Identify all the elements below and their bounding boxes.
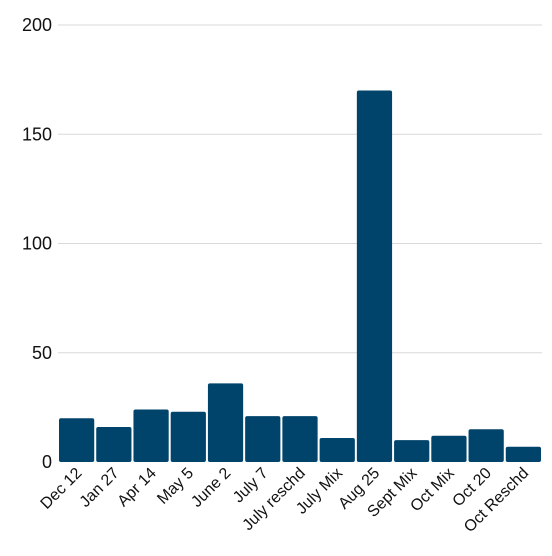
x-tick-label: Apr 14	[115, 465, 160, 510]
gridlines	[58, 24, 542, 354]
bar	[245, 416, 281, 462]
bar	[468, 429, 504, 462]
y-tick-label: 150	[22, 124, 52, 144]
bar	[96, 427, 132, 462]
y-tick-label: 0	[42, 452, 52, 472]
bar	[356, 90, 393, 463]
y-tick-label: 200	[22, 15, 52, 35]
bar	[394, 440, 430, 462]
y-tick-label: 100	[22, 234, 52, 254]
bar	[319, 437, 355, 462]
bars	[59, 90, 541, 463]
x-tick-label: Jan 27	[77, 465, 123, 511]
bar	[59, 418, 95, 462]
y-tick-label: 50	[32, 343, 52, 363]
bar	[505, 446, 541, 462]
bar	[282, 416, 318, 462]
bar	[207, 383, 244, 462]
bar	[170, 411, 206, 462]
y-axis-tick-labels: 0 50 100 150 200	[22, 15, 52, 472]
bar	[431, 435, 467, 462]
x-tick-label: June 2	[188, 465, 234, 511]
bar	[133, 409, 169, 462]
